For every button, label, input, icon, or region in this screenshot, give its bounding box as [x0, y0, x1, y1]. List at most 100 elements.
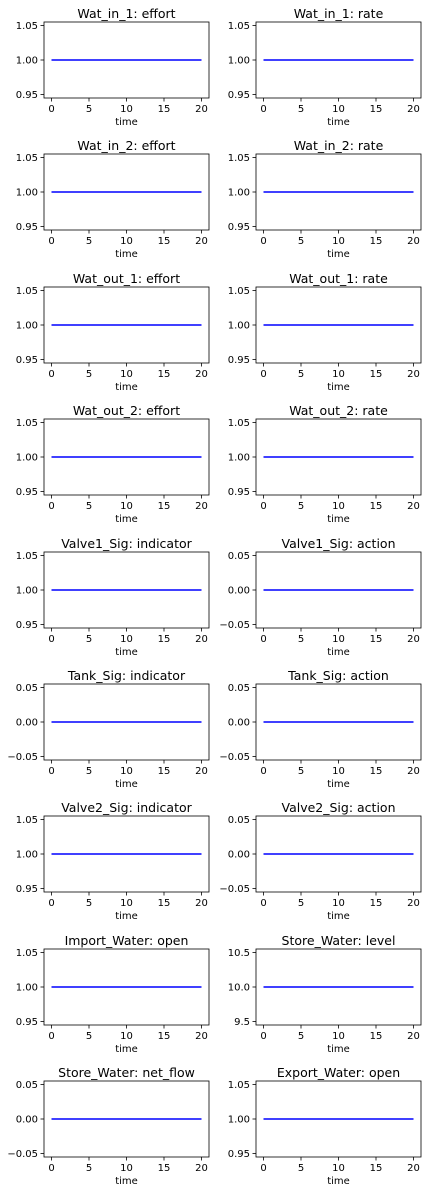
y-tick-label: −0.05	[219, 620, 250, 631]
x-axis-label: time	[115, 1044, 138, 1055]
y-tick-label: 1.05	[16, 153, 38, 164]
x-tick-label: 20	[407, 501, 420, 512]
x-tick-label: 0	[48, 369, 54, 380]
x-tick-label: 10	[332, 1163, 345, 1174]
subplot-title: Wat_in_1: effort	[77, 6, 175, 21]
x-tick-label: 10	[332, 369, 345, 380]
y-tick-label: 0.95	[228, 487, 250, 498]
x-tick-label: 0	[260, 369, 266, 380]
y-tick-label: 1.05	[228, 21, 250, 32]
x-tick-label: 20	[407, 104, 420, 115]
y-tick-label: 0.95	[16, 355, 38, 366]
x-tick-label: 0	[48, 1163, 54, 1174]
subplot-13: Valve2_Sig: indicator 0 5 10 15 20 0.95 1.00 1.0…	[16, 800, 210, 922]
x-tick-label: 20	[195, 1163, 208, 1174]
x-tick-label: 0	[260, 766, 266, 777]
x-tick-label: 0	[48, 104, 54, 115]
subplot-title: Tank_Sig: indicator	[67, 668, 186, 683]
x-tick-label: 20	[407, 236, 420, 247]
subplot-title: Wat_out_1: effort	[73, 271, 180, 286]
subplot-title: Tank_Sig: action	[287, 668, 389, 683]
x-tick-label: 10	[332, 236, 345, 247]
x-tick-label: 5	[86, 369, 92, 380]
x-tick-label: 5	[298, 501, 304, 512]
x-tick-label: 20	[407, 634, 420, 645]
x-tick-label: 15	[370, 634, 383, 645]
x-tick-label: 10	[120, 501, 133, 512]
x-axis-label: time	[327, 514, 350, 525]
subplot-title: Wat_in_1: rate	[294, 6, 384, 21]
y-tick-label: 0.95	[16, 1017, 38, 1028]
x-tick-label: 20	[195, 104, 208, 115]
x-axis-label: time	[327, 117, 350, 128]
subplot-title: Valve1_Sig: indicator	[61, 536, 192, 551]
x-axis-label: time	[115, 1176, 138, 1187]
x-axis-label: time	[327, 1176, 350, 1187]
x-tick-label: 15	[370, 236, 383, 247]
x-tick-label: 10	[120, 898, 133, 909]
subplot-16: Store_Water: level 0 5 10 15 20 9.5 10.0 10.5 tim…	[228, 933, 422, 1055]
subplot-3: Wat_in_2: effort 0 5 10 15 20 0.95 1.00 1.05 time	[16, 138, 210, 260]
y-tick-label: 1.05	[16, 948, 38, 959]
x-tick-label: 20	[195, 766, 208, 777]
y-tick-label: 0.95	[228, 222, 250, 233]
y-tick-label: 1.00	[16, 453, 38, 464]
x-tick-label: 15	[370, 369, 383, 380]
y-tick-label: 10.0	[228, 983, 250, 994]
y-tick-label: 1.00	[228, 56, 250, 67]
y-tick-label: 10.5	[228, 948, 250, 959]
x-tick-label: 15	[158, 236, 171, 247]
x-tick-label: 10	[120, 369, 133, 380]
x-tick-label: 5	[86, 104, 92, 115]
x-tick-label: 15	[370, 1163, 383, 1174]
x-tick-label: 10	[332, 634, 345, 645]
y-tick-label: 1.05	[228, 153, 250, 164]
y-tick-label: 0.05	[228, 815, 250, 826]
x-tick-label: 5	[86, 1163, 92, 1174]
x-tick-label: 15	[158, 766, 171, 777]
y-tick-label: 0.95	[228, 1149, 250, 1160]
x-tick-label: 0	[48, 236, 54, 247]
x-tick-label: 20	[407, 766, 420, 777]
x-tick-label: 20	[195, 501, 208, 512]
subplot-title: Wat_out_2: rate	[289, 403, 388, 418]
x-tick-label: 15	[158, 634, 171, 645]
x-tick-label: 0	[48, 898, 54, 909]
x-tick-label: 20	[195, 898, 208, 909]
x-tick-label: 20	[407, 1163, 420, 1174]
x-tick-label: 20	[407, 1031, 420, 1042]
x-axis-label: time	[327, 382, 350, 393]
x-tick-label: 5	[86, 1031, 92, 1042]
y-tick-label: 0.95	[16, 90, 38, 101]
subplot-title: Wat_out_1: rate	[289, 271, 388, 286]
subplot-5: Wat_out_1: effort 0 5 10 15 20 0.95 1.00 1.05 tim…	[16, 271, 210, 393]
y-tick-label: 1.00	[16, 983, 38, 994]
x-axis-label: time	[327, 779, 350, 790]
y-tick-label: −0.05	[7, 752, 38, 763]
x-axis-label: time	[115, 117, 138, 128]
subplot-4: Wat_in_2: rate 0 5 10 15 20 0.95 1.00 1.05 time	[228, 138, 422, 260]
y-tick-label: 0.05	[228, 551, 250, 562]
y-tick-label: 1.05	[16, 815, 38, 826]
y-tick-label: 1.00	[228, 188, 250, 199]
x-axis-label: time	[327, 647, 350, 658]
x-tick-label: 10	[332, 766, 345, 777]
subplot-title: Export_Water: open	[277, 1065, 400, 1080]
y-tick-label: 0.05	[16, 1080, 38, 1091]
x-tick-label: 15	[158, 104, 171, 115]
x-tick-label: 15	[370, 104, 383, 115]
x-tick-label: 10	[120, 1163, 133, 1174]
subplot-title: Wat_in_2: effort	[77, 138, 175, 153]
subplot-11: Tank_Sig: indicator 0 5 10 15 20 −0.05 0.00 0.05…	[7, 668, 210, 790]
subplot-18: Export_Water: open 0 5 10 15 20 0.95 1.00 1.05 ti…	[228, 1065, 422, 1187]
y-tick-label: 0.00	[16, 1115, 38, 1126]
x-tick-label: 10	[332, 1031, 345, 1042]
x-tick-label: 20	[195, 634, 208, 645]
x-tick-label: 5	[86, 501, 92, 512]
x-axis-label: time	[115, 249, 138, 260]
subplot-7: Wat_out_2: effort 0 5 10 15 20 0.95 1.00 1.05 tim…	[16, 403, 210, 525]
subplot-title: Wat_in_2: rate	[294, 138, 384, 153]
x-tick-label: 5	[298, 634, 304, 645]
x-tick-label: 0	[260, 501, 266, 512]
y-tick-label: 0.95	[16, 620, 38, 631]
